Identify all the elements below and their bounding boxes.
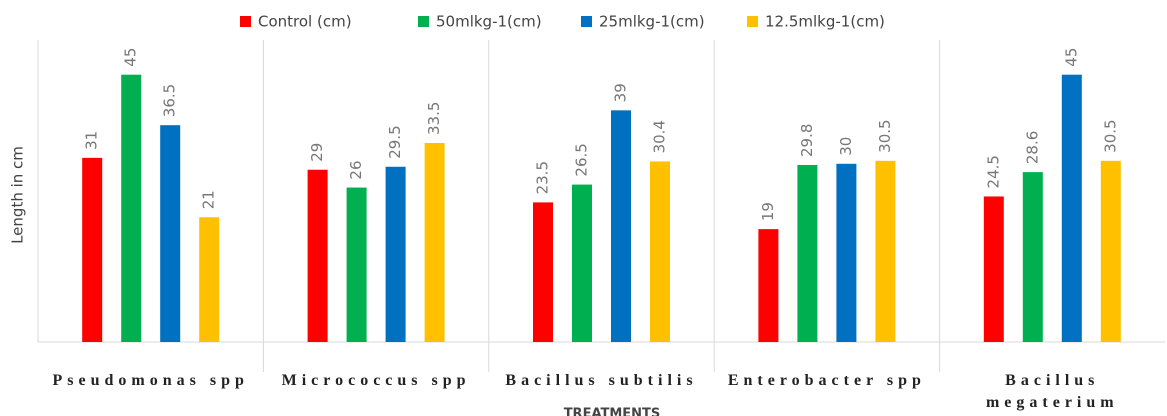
bar	[797, 164, 818, 342]
value-label: 29.5	[386, 125, 404, 158]
value-label: 23.5	[534, 161, 552, 194]
legend-label: 12.5mlkg-1(cm)	[765, 13, 885, 31]
value-label: 26.5	[573, 143, 591, 176]
bar	[121, 74, 142, 342]
value-label: 24.5	[984, 155, 1002, 188]
legend-swatch	[581, 16, 592, 27]
legend-swatch	[747, 16, 758, 27]
value-label: 21	[200, 190, 218, 209]
bar	[82, 157, 103, 342]
bar	[572, 184, 592, 342]
value-label: 29.8	[798, 124, 816, 157]
bar	[611, 110, 631, 342]
legend-swatch	[240, 16, 251, 27]
value-label: 45	[1062, 48, 1080, 67]
value-label: 26	[347, 160, 365, 179]
bar	[533, 202, 553, 342]
value-label: 29	[308, 143, 326, 162]
value-label: 45	[122, 48, 140, 67]
value-label: 30.5	[1101, 119, 1119, 152]
bar	[346, 187, 367, 342]
bar	[160, 125, 181, 342]
value-label: 30.5	[876, 119, 894, 152]
bar	[875, 160, 896, 342]
value-label: 36.5	[161, 84, 179, 117]
value-label: 30	[837, 137, 855, 156]
bar	[199, 217, 220, 342]
value-label: 39	[612, 83, 630, 102]
y-axis-title: Length in cm	[9, 146, 27, 244]
x-axis-title: TREATMENTS	[564, 407, 661, 416]
bar	[983, 196, 1004, 342]
x-tick-label: Bacillus subtilis	[505, 372, 698, 389]
legend-label: 25mlkg-1(cm)	[599, 13, 705, 31]
x-tick-label: Micrococcus spp	[281, 372, 471, 389]
bar	[1061, 74, 1082, 342]
x-tick-label: Bacillus megaterium	[985, 372, 1119, 411]
value-label: 28.6	[1023, 131, 1041, 164]
legend-label: Control (cm)	[258, 13, 352, 31]
x-tick-label: Enterobacter spp	[727, 372, 926, 389]
value-label: 31	[83, 131, 101, 150]
bar	[836, 163, 857, 342]
x-tick-label: Pseudomonas spp	[52, 372, 249, 389]
bar	[424, 143, 445, 342]
value-label: 30.4	[651, 120, 669, 153]
bar	[385, 166, 406, 342]
bar	[758, 229, 779, 342]
bar	[1022, 172, 1043, 342]
value-label: 19	[759, 202, 777, 221]
bar	[307, 169, 328, 342]
bar	[650, 161, 670, 342]
bar	[1100, 160, 1121, 342]
legend-label: 50mlkg-1(cm)	[436, 13, 542, 31]
value-label: 33.5	[425, 102, 443, 135]
legend-swatch	[418, 16, 429, 27]
